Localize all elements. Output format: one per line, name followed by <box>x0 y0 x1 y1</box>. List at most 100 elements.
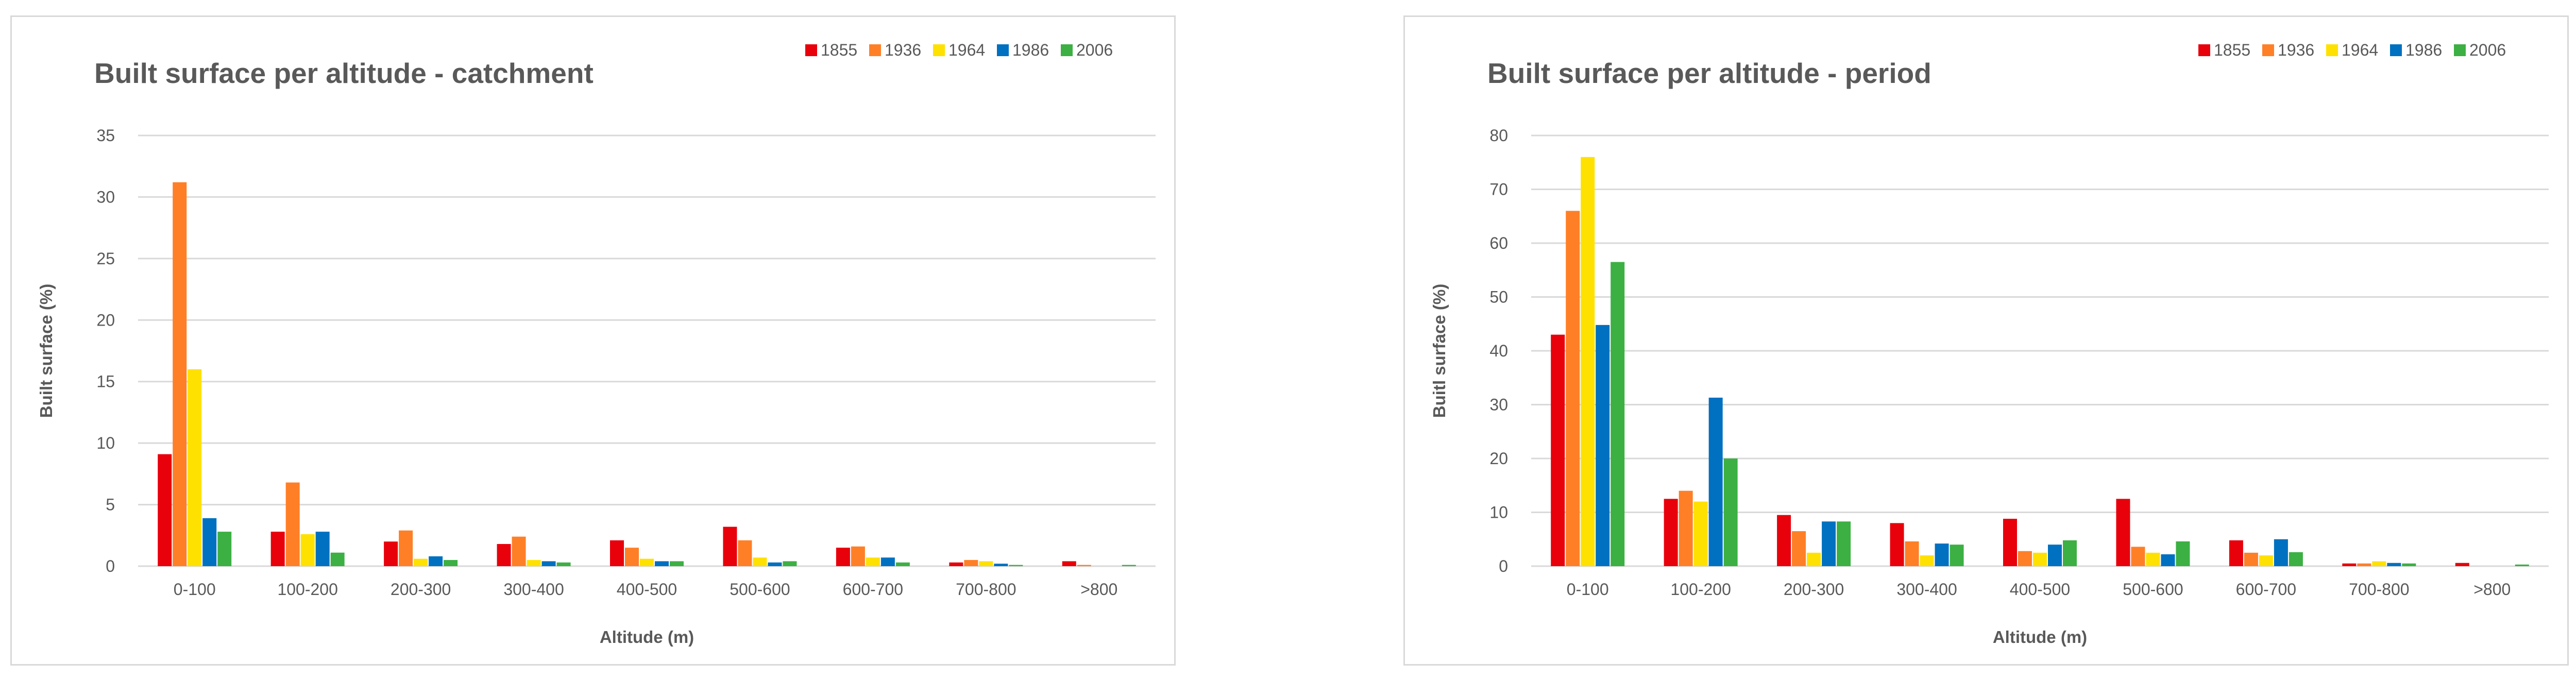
x-tick-label: 0-100 <box>174 580 216 599</box>
bar-2006-700-800 <box>1009 565 1023 566</box>
y-tick-label: 15 <box>96 372 115 391</box>
y-tick-label: 30 <box>96 188 115 206</box>
bar-1936-300-400 <box>512 536 526 566</box>
bar-1855-200-300 <box>1777 515 1791 566</box>
bar-1986-700-800 <box>994 564 1008 566</box>
x-tick-label: 600-700 <box>2236 580 2296 599</box>
bar-1855-300-400 <box>1890 523 1904 566</box>
bar-1964-0-100 <box>188 369 202 566</box>
x-tick-label: 200-300 <box>1784 580 1844 599</box>
bar-1986-400-500 <box>655 561 669 566</box>
y-tick-label: 40 <box>1489 342 1508 360</box>
bar-1986-500-600 <box>768 562 782 566</box>
y-tick-label: 0 <box>106 557 115 575</box>
bar-2006-700-800 <box>2402 563 2416 566</box>
y-tick-label: 0 <box>1499 557 1508 575</box>
bar-1964-700-800 <box>2372 561 2386 566</box>
bar-2006-100-200 <box>1723 458 1738 566</box>
bar-1855-700-800 <box>949 562 963 566</box>
bar-2006-500-600 <box>2176 541 2190 566</box>
bar-1855-0-100 <box>1551 334 1565 566</box>
bar-1964-100-200 <box>1693 501 1708 566</box>
bar-1964-500-600 <box>753 557 767 566</box>
bar-2006-500-600 <box>783 561 797 566</box>
chart-svg-catchment: 0 5 10 15 20 25 30 35 0-100 100-200 200-300 300-400… <box>37 41 1156 647</box>
bar-1936-700-800 <box>2357 563 2371 566</box>
bar-1936-400-500 <box>625 548 639 566</box>
bar-2006-0-100 <box>217 532 232 566</box>
legend-swatch-1936 <box>2262 44 2274 56</box>
y-axis-label: Built surface (%) <box>37 284 56 418</box>
legend-label-1986: 1986 <box>2405 41 2442 59</box>
bar-1964-400-500 <box>2033 552 2047 566</box>
bar-1855-700-800 <box>2342 563 2357 566</box>
x-tick-label: 700-800 <box>2349 580 2409 599</box>
bar-1855-100-200 <box>1664 499 1678 566</box>
bar-1936-400-500 <box>2018 551 2032 566</box>
legend-swatch-1936 <box>869 44 881 56</box>
bar-2006-200-300 <box>444 560 458 566</box>
bar-1855-500-600 <box>723 526 737 566</box>
x-axis-label: Altitude (m) <box>600 627 694 647</box>
y-tick-label: 20 <box>1489 449 1508 468</box>
bar-1964-500-600 <box>2146 552 2160 566</box>
bar-1964-600-700 <box>2259 555 2273 566</box>
bar-1964-300-400 <box>1920 555 1934 566</box>
bar-1936-500-600 <box>738 540 752 566</box>
x-tick-label: 300-400 <box>503 580 564 599</box>
y-tick-label: 20 <box>96 311 115 329</box>
bar-2006-600-700 <box>895 562 910 566</box>
bar-1986-100-200 <box>315 532 330 566</box>
bar-1964-100-200 <box>300 534 315 566</box>
bar-2006-200-300 <box>1837 521 1851 566</box>
bar-1855-300-400 <box>497 544 511 566</box>
legend-label-1936: 1936 <box>885 41 921 59</box>
bar-1855-800 <box>2455 563 2469 566</box>
legend-label-1855: 1855 <box>821 41 857 59</box>
bar-2006-300-400 <box>556 562 571 566</box>
bar-1964-200-300 <box>1807 552 1821 566</box>
bar-2006-300-400 <box>1950 545 1964 566</box>
bar-2006-800 <box>2515 564 2529 566</box>
legend-swatch-1964 <box>2326 44 2338 56</box>
bar-1936-500-600 <box>2131 547 2145 566</box>
bar-1986-100-200 <box>1708 397 1723 566</box>
bar-1855-100-200 <box>270 532 285 566</box>
legend-swatch-1986 <box>2390 44 2402 56</box>
legend-swatch-2006 <box>2454 44 2466 56</box>
chart-panel-period: 0 10 20 30 40 50 60 70 80 0-100 100-200 200-300 300-… <box>1403 15 2569 666</box>
x-tick-label: 0-100 <box>1567 580 1609 599</box>
x-tick-label: 600-700 <box>843 580 903 599</box>
y-tick-label: 10 <box>1489 503 1508 522</box>
bar-1855-500-600 <box>2116 499 2130 566</box>
bar-1855-0-100 <box>158 454 172 566</box>
bar-1986-200-300 <box>429 556 443 566</box>
bar-1855-400-500 <box>610 540 624 566</box>
bar-2006-400-500 <box>670 561 684 566</box>
y-tick-label: 60 <box>1489 234 1508 252</box>
bar-1964-0-100 <box>1581 157 1595 566</box>
bar-1964-300-400 <box>527 560 541 566</box>
bar-2006-100-200 <box>330 552 345 566</box>
y-tick-label: 70 <box>1489 180 1508 199</box>
bar-2006-0-100 <box>1611 262 1625 566</box>
y-tick-label: 10 <box>96 434 115 452</box>
chart-svg-period: 0 10 20 30 40 50 60 70 80 0-100 100-200 200-300 300-… <box>1430 41 2549 647</box>
bar-1936-0-100 <box>173 182 187 566</box>
bar-1855-800 <box>1062 561 1076 566</box>
bar-1986-600-700 <box>880 557 895 566</box>
chart-title: Built surface per altitude - period <box>1487 57 1931 89</box>
x-tick-label: >800 <box>1080 580 1117 599</box>
bar-1936-100-200 <box>1679 490 1693 566</box>
bar-1936-300-400 <box>1905 541 1919 566</box>
chart-panel-catchment: 0 5 10 15 20 25 30 35 0-100 100-200 200-300 300-400… <box>10 15 1176 666</box>
bar-1986-700-800 <box>2387 563 2401 566</box>
bar-1986-300-400 <box>1935 543 1949 566</box>
legend-swatch-1986 <box>997 44 1009 56</box>
x-tick-label: >800 <box>2473 580 2511 599</box>
x-tick-label: 100-200 <box>1670 580 1731 599</box>
bar-1986-400-500 <box>2048 545 2062 566</box>
bar-1936-600-700 <box>851 546 865 566</box>
bar-1964-200-300 <box>414 558 428 566</box>
legend-label-1964: 1964 <box>948 41 985 59</box>
